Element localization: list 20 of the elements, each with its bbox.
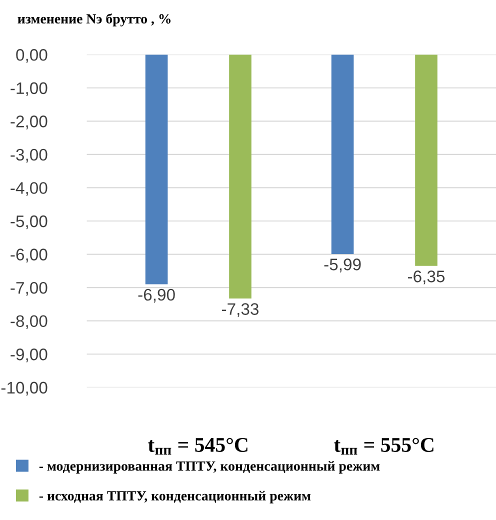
y-tick-label: -9,00 xyxy=(10,348,48,362)
y-tick-label: -1,00 xyxy=(10,82,48,96)
data-label: -5,99 xyxy=(324,258,361,272)
x-tick-label: t$_{пп}$ = 545°C xyxy=(148,438,248,455)
x-tick-label: t$_{пп}$ = 555°C xyxy=(334,438,434,455)
y-tick-label: -3,00 xyxy=(10,148,48,163)
data-label: -7,33 xyxy=(222,303,259,317)
y-tick-label: -10,00 xyxy=(1,382,48,396)
legend-label: - исходная ТПТУ, конденсационный режим xyxy=(39,490,311,504)
y-tick-label: -7,00 xyxy=(10,282,48,296)
legend-label: - модернизированная ТПТУ, конденсационный режим xyxy=(39,461,380,474)
data-label: -6,35 xyxy=(408,270,445,284)
y-tick-label: -6,00 xyxy=(10,248,48,262)
y-tick-label: 0,00 xyxy=(16,49,48,63)
y-tick-label: -4,00 xyxy=(10,182,48,196)
y-axis-title: изменение Nэ брутто , % xyxy=(18,13,171,26)
y-tick-label: -5,00 xyxy=(10,215,48,230)
data-label: -6,90 xyxy=(138,288,175,303)
y-tick-label: -2,00 xyxy=(10,116,48,130)
y-tick-label: -8,00 xyxy=(10,315,48,330)
